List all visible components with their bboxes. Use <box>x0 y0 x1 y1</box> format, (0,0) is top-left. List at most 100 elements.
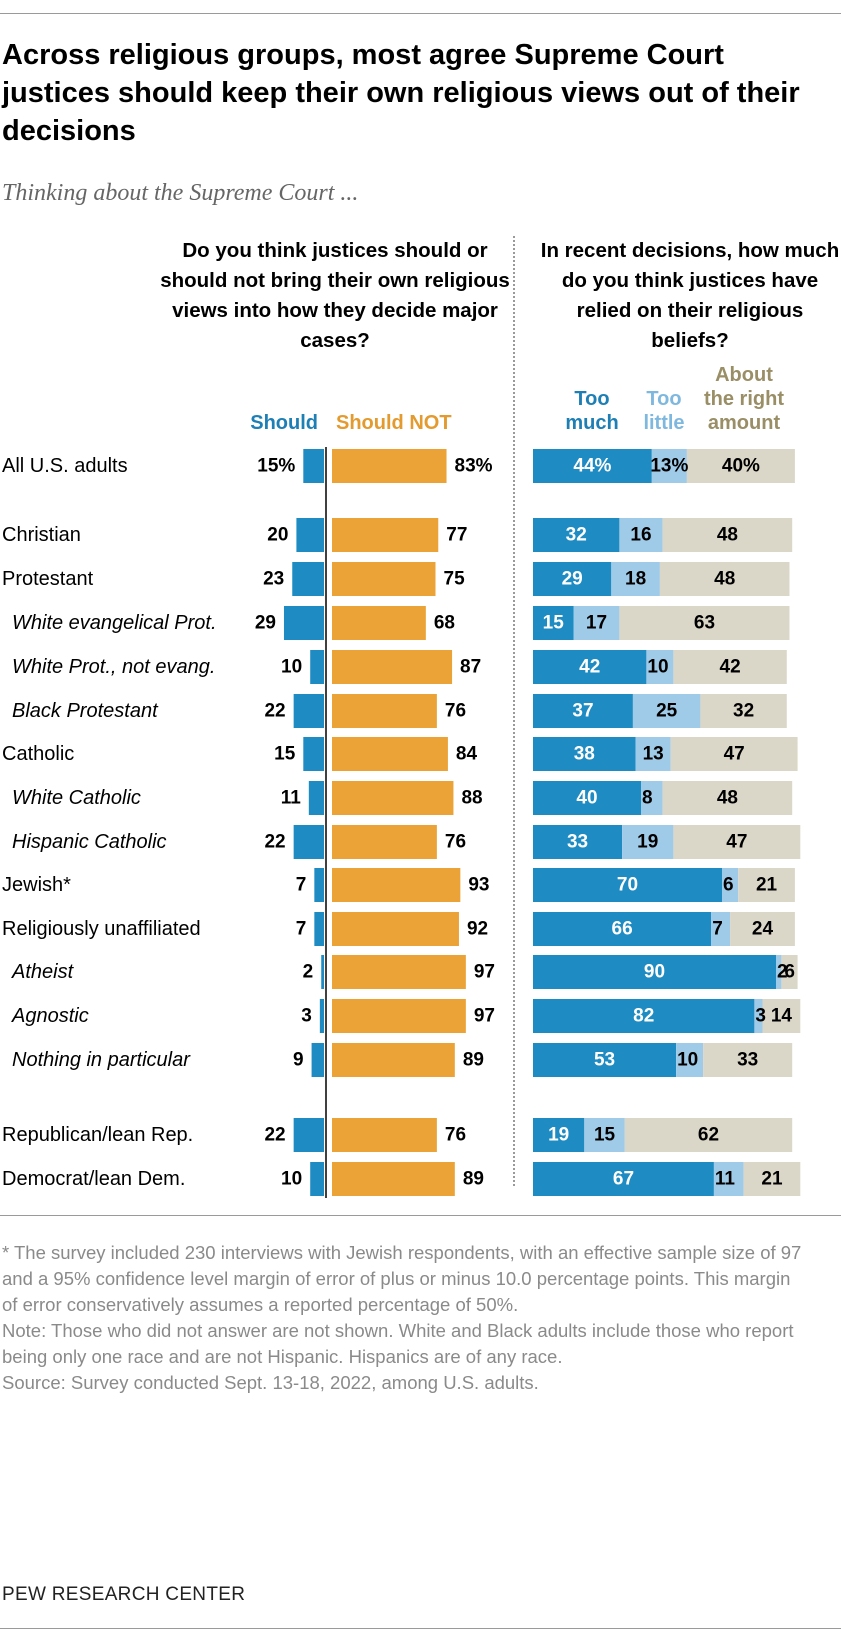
bar-too-little <box>776 955 782 989</box>
category-label: White Prot., not evang. <box>12 656 215 678</box>
bar-too-little <box>754 999 763 1033</box>
label-too-much: 19 <box>548 1125 569 1146</box>
label-right-amount: 32 <box>733 701 754 722</box>
bar-right-amount <box>743 1162 801 1196</box>
label-right-amount: 48 <box>717 525 738 546</box>
bar-should-not <box>332 1118 437 1152</box>
category-label: Agnostic <box>11 1005 89 1027</box>
bar-too-little <box>632 694 701 728</box>
bar-too-little <box>619 518 663 552</box>
label-right-amount: 47 <box>726 832 747 853</box>
bar-too-little <box>573 606 620 640</box>
label-too-little: 18 <box>625 569 646 590</box>
chart-subtitle: Thinking about the Supreme Court ... <box>2 180 359 206</box>
bar-right-amount <box>624 1118 793 1152</box>
bar-should-not <box>332 868 461 902</box>
bar-too-much <box>533 737 636 771</box>
bar-right-amount <box>619 606 790 640</box>
label-too-much: 40 <box>576 788 597 809</box>
bar-too-little <box>722 868 739 902</box>
bar-should-not <box>332 999 466 1033</box>
category-label: Democrat/lean Dem. <box>2 1168 185 1190</box>
legend-too-much: Too much <box>565 388 619 434</box>
bar-too-little <box>611 562 660 596</box>
label-should: 22 <box>264 1125 285 1146</box>
bar-should <box>314 868 324 902</box>
label-too-little: 2 <box>777 962 788 983</box>
label-too-little: 10 <box>677 1050 698 1071</box>
label-should: 15 <box>274 744 296 765</box>
bar-should <box>303 737 324 771</box>
label-should-not: 83% <box>455 456 493 477</box>
bar-too-much <box>533 650 647 684</box>
notes-block: * The survey included 230 interviews wit… <box>2 1240 802 1396</box>
top-rule <box>0 13 841 14</box>
bar-too-little <box>641 781 663 815</box>
bar-too-much <box>533 518 620 552</box>
label-should-not: 76 <box>445 1125 466 1146</box>
label-right-amount: 33 <box>737 1050 758 1071</box>
bar-should <box>310 650 324 684</box>
bar-too-much <box>533 912 712 946</box>
bar-should-not <box>332 825 437 859</box>
label-too-much: 44% <box>573 456 611 477</box>
bar-should-not <box>332 1043 455 1077</box>
category-label: Protestant <box>2 568 94 590</box>
category-label: Religiously unaffiliated <box>2 918 201 940</box>
label-too-much: 53 <box>594 1050 615 1071</box>
bar-right-amount <box>762 999 801 1033</box>
bar-should-not <box>332 518 439 552</box>
label-right-amount: 62 <box>698 1125 719 1146</box>
label-too-much: 82 <box>633 1006 654 1027</box>
bar-right-amount <box>670 737 798 771</box>
label-should-not: 84 <box>456 744 478 765</box>
bar-right-amount <box>662 518 793 552</box>
bar-should <box>293 694 324 728</box>
chart-title: Across religious groups, most agree Supr… <box>2 39 800 147</box>
label-too-little: 19 <box>637 832 658 853</box>
label-too-much: 70 <box>617 875 638 896</box>
label-too-much: 32 <box>566 525 587 546</box>
bar-too-little <box>622 825 674 859</box>
label-too-much: 66 <box>612 919 633 940</box>
bar-should-not <box>332 955 466 989</box>
label-right-amount: 48 <box>714 569 735 590</box>
bar-should <box>319 999 324 1033</box>
bar-should <box>311 1043 324 1077</box>
label-should-not: 92 <box>467 919 488 940</box>
category-label: Catholic <box>2 743 74 765</box>
label-should-not: 97 <box>474 1006 495 1027</box>
label-should: 7 <box>296 875 307 896</box>
bar-too-much <box>533 1162 714 1196</box>
label-too-much: 15 <box>543 613 565 634</box>
label-should-not: 89 <box>463 1050 484 1071</box>
legend-should: Should <box>250 412 318 434</box>
label-should: 10 <box>281 1169 302 1190</box>
bar-should-not <box>332 562 436 596</box>
category-label: Christian <box>2 524 81 546</box>
label-should-not: 76 <box>445 832 466 853</box>
legend-should-not: Should NOT <box>336 412 452 434</box>
bar-should <box>321 955 324 989</box>
label-should-not: 76 <box>445 701 466 722</box>
bar-too-much <box>533 1043 677 1077</box>
label-should-not: 97 <box>474 962 495 983</box>
label-too-little: 13 <box>643 744 664 765</box>
category-label: Jewish* <box>2 874 71 896</box>
bar-too-little <box>651 449 687 483</box>
bar-should <box>308 781 324 815</box>
label-right-amount: 63 <box>694 613 715 634</box>
bar-too-much <box>533 694 633 728</box>
label-should-not: 88 <box>461 788 482 809</box>
bar-too-much <box>533 562 612 596</box>
bottom-rule <box>0 1628 841 1629</box>
bar-too-much <box>533 868 722 902</box>
label-right-amount: 21 <box>756 875 778 896</box>
label-too-little: 16 <box>630 525 651 546</box>
label-too-little: 13% <box>650 456 688 477</box>
label-should: 3 <box>301 1006 312 1027</box>
label-right-amount: 6 <box>784 962 795 983</box>
bar-too-little <box>635 737 671 771</box>
label-should-not: 77 <box>446 525 467 546</box>
bar-should-not <box>332 449 447 483</box>
